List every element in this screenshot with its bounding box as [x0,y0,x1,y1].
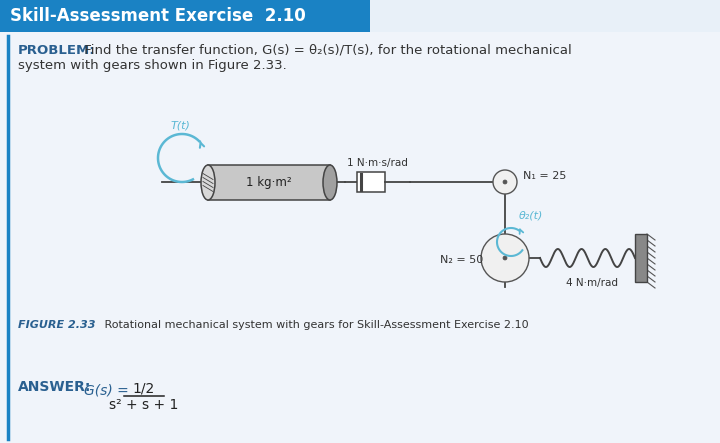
Text: ANSWER:: ANSWER: [18,380,91,394]
Text: FIGURE 2.33: FIGURE 2.33 [18,320,96,330]
Ellipse shape [323,165,337,200]
Text: 1 kg·m²: 1 kg·m² [246,176,292,189]
Text: G(s) =: G(s) = [84,384,129,398]
Text: N₂ = 50: N₂ = 50 [440,255,483,265]
Text: T(t): T(t) [170,120,190,130]
Text: 1 N·m·s/rad: 1 N·m·s/rad [347,158,408,168]
Ellipse shape [201,165,215,200]
Circle shape [503,180,507,184]
Bar [208,165,330,200]
Text: s² + s + 1: s² + s + 1 [109,398,179,412]
Text: 4 N·m/rad: 4 N·m/rad [567,278,618,288]
Bar [635,234,647,282]
Bar [357,172,385,192]
Bar [0,0,370,32]
Circle shape [493,170,517,194]
Text: θ₂(t): θ₂(t) [519,210,544,220]
Text: system with gears shown in Figure 2.33.: system with gears shown in Figure 2.33. [18,58,287,71]
Text: Rotational mechanical system with gears for Skill-Assessment Exercise 2.10: Rotational mechanical system with gears … [94,320,528,330]
Text: Find the transfer function, G(s) = θ₂(s)/T(s), for the rotational mechanical: Find the transfer function, G(s) = θ₂(s)… [80,43,572,57]
Text: 1/2: 1/2 [133,382,155,396]
Text: N₁ = 25: N₁ = 25 [523,171,567,181]
Text: Skill-Assessment Exercise  2.10: Skill-Assessment Exercise 2.10 [10,7,306,25]
Text: PROBLEM:: PROBLEM: [18,43,96,57]
Circle shape [503,256,507,260]
Circle shape [481,234,529,282]
